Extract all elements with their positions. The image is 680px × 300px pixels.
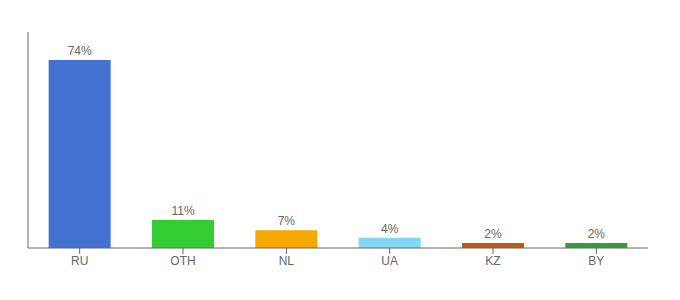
- svg-text:4%: 4%: [381, 222, 399, 236]
- svg-text:OTH: OTH: [170, 254, 195, 268]
- svg-text:BY: BY: [588, 254, 604, 268]
- svg-text:RU: RU: [71, 254, 88, 268]
- svg-text:7%: 7%: [278, 214, 296, 228]
- svg-text:NL: NL: [279, 254, 295, 268]
- svg-text:74%: 74%: [68, 44, 92, 58]
- svg-text:2%: 2%: [588, 227, 606, 241]
- svg-text:11%: 11%: [171, 204, 194, 218]
- svg-text:KZ: KZ: [485, 254, 500, 268]
- svg-text:2%: 2%: [484, 227, 502, 241]
- svg-text:UA: UA: [381, 254, 398, 268]
